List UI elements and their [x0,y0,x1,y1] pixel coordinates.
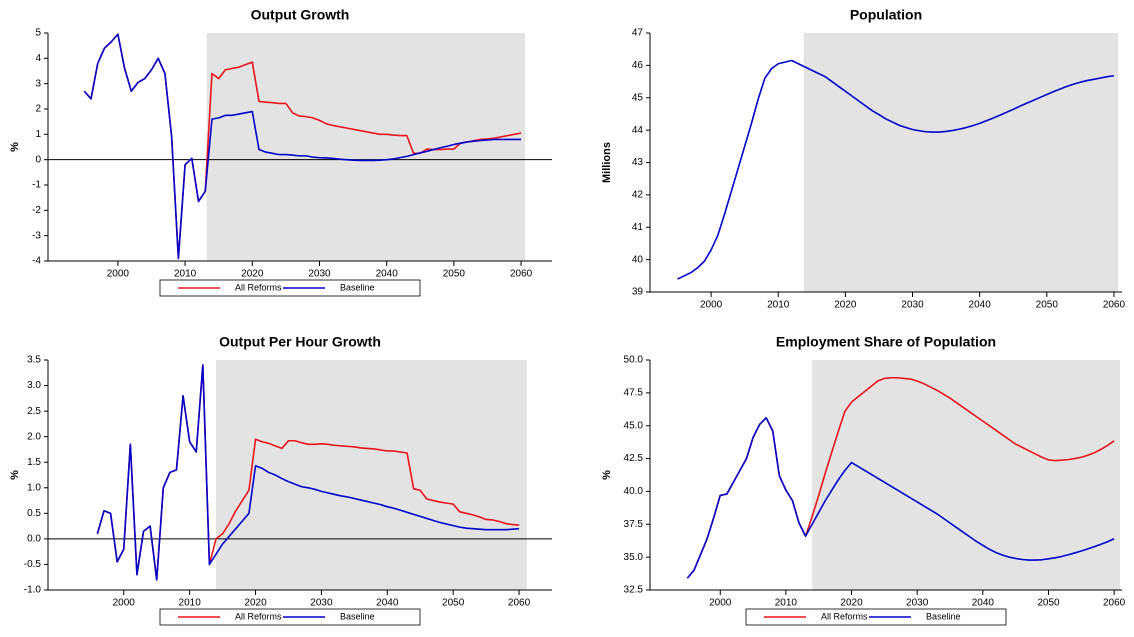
y-axis-label: % [601,470,613,480]
forecast-shade [216,360,527,590]
y-tick-label: 42 [632,190,644,201]
y-tick-label: 45.0 [624,420,644,431]
forecast-shade [803,33,1118,292]
chart-title: Population [850,7,922,23]
x-tick-label: 2050 [1037,598,1060,609]
x-tick-label: 2030 [906,598,929,609]
y-tick-label: 50.0 [624,355,644,366]
legend-label: Baseline [926,611,961,621]
x-tick-label: 2050 [443,269,466,280]
panel: Population Millions 39 40 41 42 43 44 45 46 47 2000… [601,7,1126,311]
forecast-shade [206,33,526,261]
legend-label: All Reforms [821,611,868,621]
y-tick-label: 2.5 [27,406,41,417]
y-tick-label: 42.5 [624,453,644,464]
forecast-shade [812,360,1121,590]
x-tick-label: 2000 [700,300,723,311]
x-tick-label: 2010 [174,269,197,280]
x-tick-label: 2030 [310,598,333,609]
x-tick-label: 2010 [775,598,798,609]
y-tick-label: 2.0 [27,431,41,442]
series-line [96,364,520,581]
legend-label: All Reforms [235,282,282,292]
chart-title: Output Per Hour Growth [219,334,381,350]
y-axis-label: % [9,470,21,480]
y-tick-label: 39 [632,287,644,298]
y-tick-label: -0.5 [24,559,42,570]
x-tick-label: 2040 [376,598,399,609]
y-tick-label: 3.0 [27,380,41,391]
legend-label: Baseline [340,282,375,292]
y-tick-label: 47.5 [624,387,644,398]
y-tick-label: -1.0 [24,585,42,596]
y-tick-label: 37.5 [624,519,644,530]
y-tick-label: 0 [35,154,41,165]
x-tick-label: 2020 [834,300,857,311]
x-tick-label: 2060 [1103,598,1126,609]
y-tick-label: 3.5 [27,355,41,366]
y-tick-label: 44 [632,125,644,136]
x-tick-label: 2030 [308,269,331,280]
y-tick-label: 35.0 [624,552,644,563]
y-tick-label: 3 [35,78,41,89]
x-tick-label: 2050 [442,598,465,609]
y-tick-label: 1.5 [27,457,41,468]
series-line [677,59,1115,280]
y-tick-label: -2 [32,205,41,216]
y-tick-label: 2 [35,104,41,115]
x-tick-label: 2060 [508,598,531,609]
y-tick-label: 1.0 [27,482,41,493]
y-tick-label: 46 [632,60,644,71]
legend-label: Baseline [340,611,375,621]
y-tick-label: 0.0 [27,534,41,545]
x-tick-label: 2020 [244,598,267,609]
y-tick-label: 40 [632,254,644,265]
y-tick-label: 32.5 [624,585,644,596]
y-tick-label: -1 [32,180,41,191]
chart-title: Employment Share of Population [776,334,996,350]
y-tick-label: 4 [35,53,41,64]
series-line [83,33,522,260]
x-tick-label: 2050 [1036,300,1059,311]
y-tick-label: 5 [35,28,41,39]
y-axis-label: Millions [601,142,613,183]
panel: Output Per Hour Growth% -1.0 -0.5 0.0 0.5 1.0… [9,334,552,626]
y-tick-label: 1 [35,129,41,140]
y-tick-label: 47 [632,28,644,39]
y-tick-label: 41 [632,222,644,233]
panel: Output Growth% -4 -3 -2 -1 0 1 2 3 4 5 2000 2010 2020… [9,7,552,297]
y-tick-label: 45 [632,92,644,103]
x-tick-label: 2000 [113,598,136,609]
x-tick-label: 2060 [1103,300,1126,311]
y-tick-label: 43 [632,157,644,168]
x-tick-label: 2020 [840,598,863,609]
x-tick-label: 2020 [241,269,264,280]
legend-label: All Reforms [235,611,282,621]
x-tick-label: 2060 [510,269,533,280]
y-tick-label: 0.5 [27,508,41,519]
y-axis-label: % [9,142,21,152]
y-tick-label: -3 [32,230,41,241]
y-tick-label: -4 [32,256,41,267]
x-tick-label: 2010 [767,300,790,311]
x-tick-label: 2040 [969,300,992,311]
x-tick-label: 2010 [179,598,202,609]
chart-title: Output Growth [251,7,350,23]
x-tick-label: 2000 [709,598,732,609]
series-line [686,417,1115,579]
panel: Employment Share of Population% 32.5 35.0 3… [601,334,1126,626]
x-tick-label: 2040 [972,598,995,609]
y-tick-label: 40.0 [624,486,644,497]
x-tick-label: 2000 [107,269,130,280]
x-tick-label: 2040 [376,269,399,280]
x-tick-label: 2030 [901,300,924,311]
